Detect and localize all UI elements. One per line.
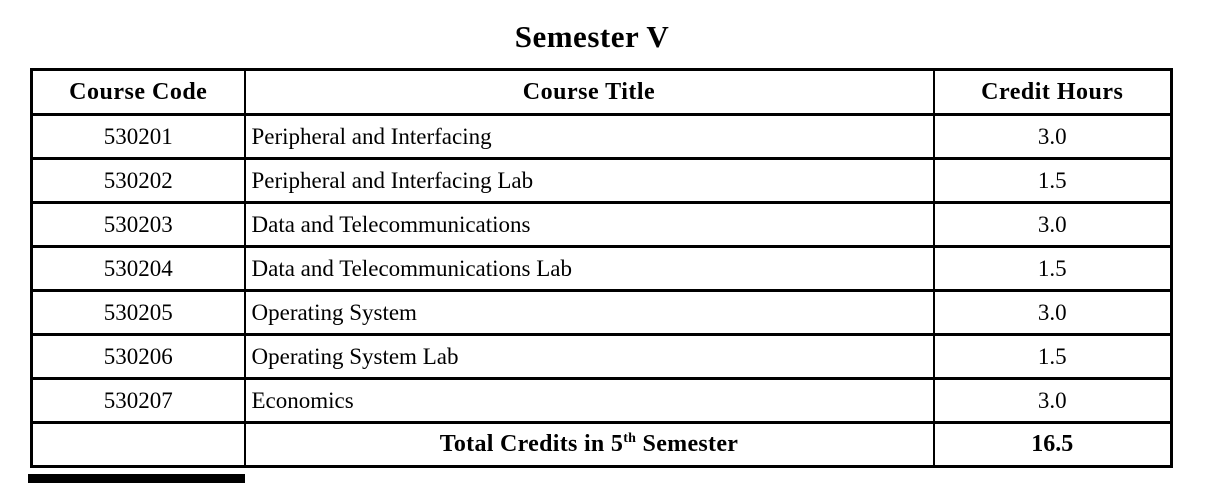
course-title: Peripheral and Interfacing xyxy=(243,113,935,160)
table-row: 530204 Data and Telecommunications Lab 1… xyxy=(30,245,1173,292)
course-title: Economics xyxy=(243,377,935,424)
table-row: 530201 Peripheral and Interfacing 3.0 xyxy=(30,113,1173,160)
table-row: 530205 Operating System 3.0 xyxy=(30,289,1173,336)
table-row: 530206 Operating System Lab 1.5 xyxy=(30,333,1173,380)
credit-hours: 3.0 xyxy=(932,201,1173,248)
total-label-prefix: Total Credits in 5 xyxy=(439,431,624,457)
course-title: Operating System xyxy=(243,289,935,336)
table-row: 530207 Economics 3.0 xyxy=(30,377,1173,424)
credit-hours: 1.5 xyxy=(932,245,1173,292)
next-table-edge-artifact xyxy=(28,474,245,483)
header-row: Course Code Course Title Credit Hours xyxy=(30,68,1173,116)
total-label-suffix: Semester xyxy=(636,431,739,457)
course-code: 530204 xyxy=(30,245,246,292)
credit-hours: 3.0 xyxy=(932,289,1173,336)
course-code: 530207 xyxy=(30,377,246,424)
total-label-superscript: th xyxy=(623,431,637,446)
credit-hours: 1.5 xyxy=(932,333,1173,380)
header-course-code: Course Code xyxy=(30,68,246,116)
header-credit-hours: Credit Hours xyxy=(932,68,1173,116)
course-title: Data and Telecommunications xyxy=(243,201,935,248)
table-row: 530202 Peripheral and Interfacing Lab 1.… xyxy=(30,157,1173,204)
course-title: Data and Telecommunications Lab xyxy=(243,245,935,292)
course-code: 530201 xyxy=(30,113,246,160)
page-title: Semester V xyxy=(514,19,670,54)
empty-cell xyxy=(30,421,246,468)
credit-hours: 1.5 xyxy=(932,157,1173,204)
credit-hours: 3.0 xyxy=(932,113,1173,160)
credit-hours: 3.0 xyxy=(932,377,1173,424)
course-code: 530206 xyxy=(30,333,246,380)
total-credits-label: Total Credits in 5th Semester xyxy=(243,421,935,468)
course-code: 530205 xyxy=(30,289,246,336)
semester-course-table: Course Code Course Title Credit Hours 53… xyxy=(30,68,1173,468)
course-title: Peripheral and Interfacing Lab xyxy=(243,157,935,204)
course-code: 530203 xyxy=(30,201,246,248)
total-row: Total Credits in 5th Semester 16.5 xyxy=(30,421,1173,468)
course-code: 530202 xyxy=(30,157,246,204)
table-row: 530203 Data and Telecommunications 3.0 xyxy=(30,201,1173,248)
total-credits-value: 16.5 xyxy=(932,421,1173,468)
header-course-title: Course Title xyxy=(243,68,935,116)
course-title: Operating System Lab xyxy=(243,333,935,380)
